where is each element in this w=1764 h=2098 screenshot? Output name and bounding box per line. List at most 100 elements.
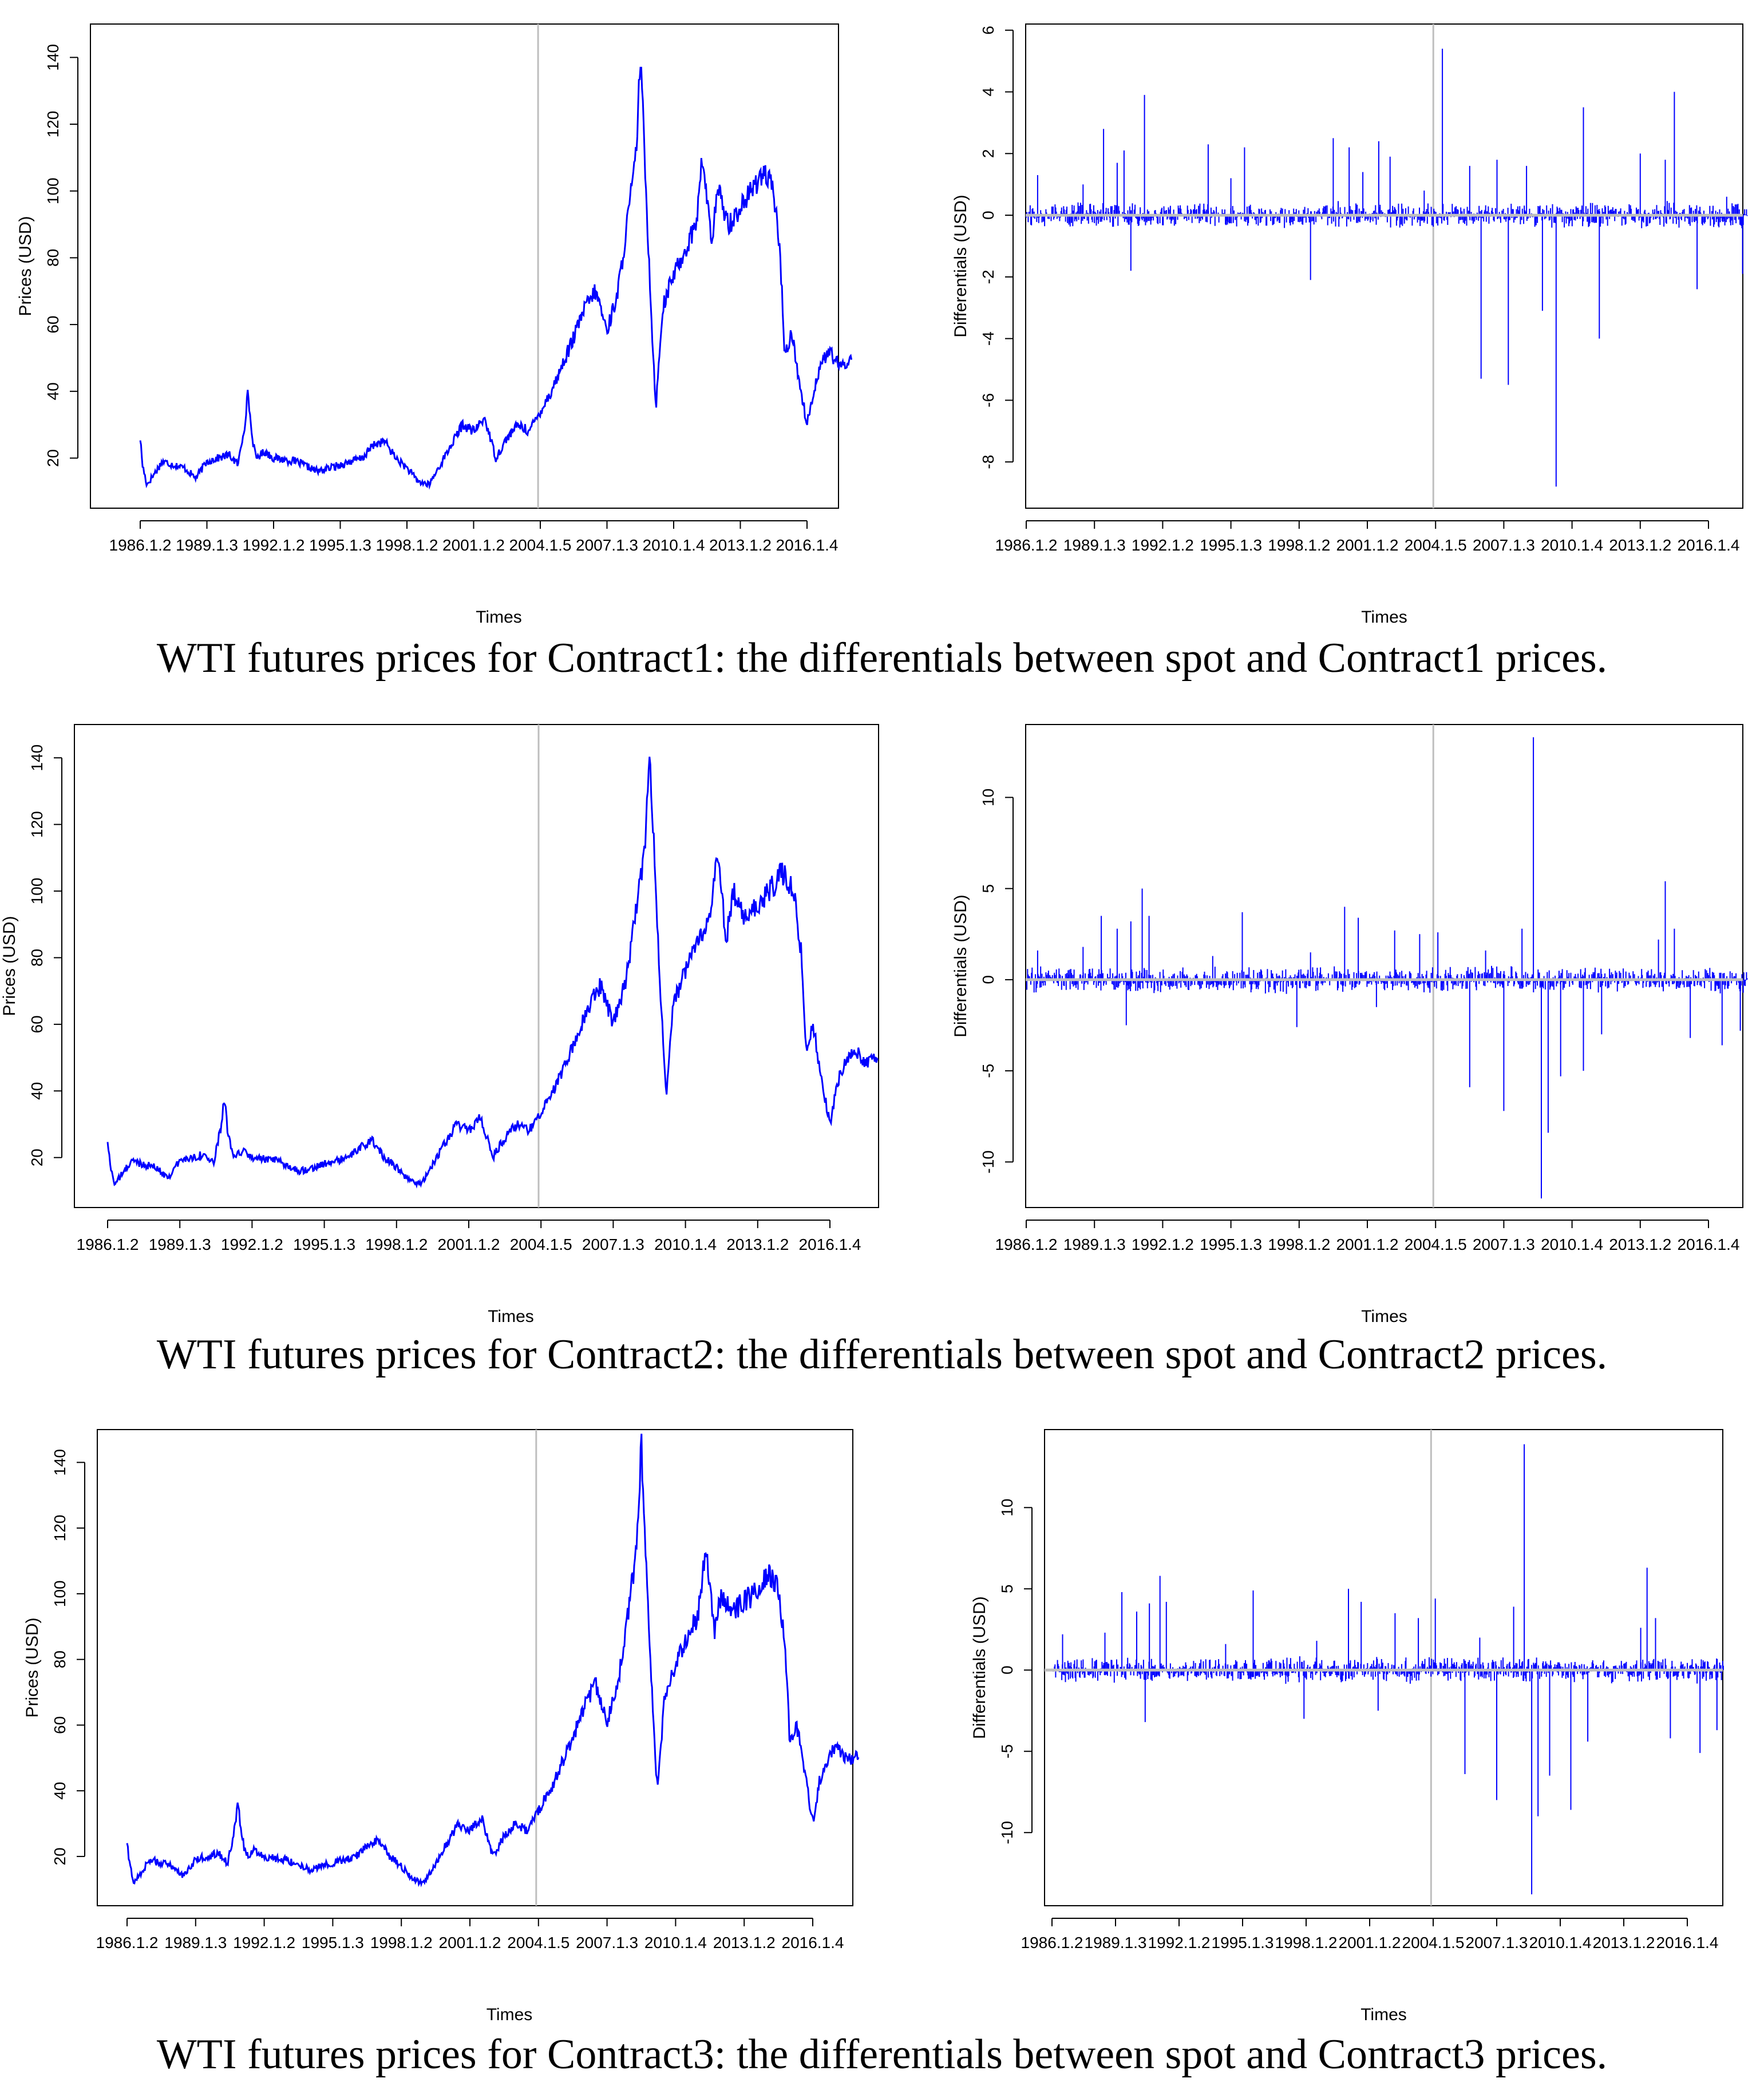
c3-diff-y-tick-label: 10 (998, 1499, 1016, 1517)
c3-diff-panel: -10 -5 0 5 10 Differentials (USD) 1986.1.2 1989… (970, 1429, 1724, 2024)
c2-diff-x-tick-label: 1986.1.2 (995, 1236, 1058, 1253)
c1-diff-plot-frame (1025, 23, 1743, 509)
c2-prices-y-tick-label: 20 (28, 1149, 46, 1166)
c1-prices-x-tick-label: 2016.1.4 (776, 536, 839, 554)
c1-prices-x-tick-label: 1998.1.2 (376, 536, 438, 554)
c2-diff-x-tick-label: 2001.1.2 (1336, 1236, 1399, 1253)
c2-diff-plot-frame (1025, 724, 1743, 1208)
c2-prices-y-tick-label: 120 (28, 811, 46, 838)
c2-diff-x-tick-label: 2016.1.4 (1678, 1236, 1740, 1253)
c1-diff-x-tick-label: 2001.1.2 (1336, 536, 1399, 554)
c3-diff-x-tick-label: 1992.1.2 (1148, 1934, 1211, 1951)
c2-diff-y-axis-label: Differentials (USD) (951, 894, 970, 1038)
c3-prices-x-tick-label: 1986.1.2 (96, 1934, 159, 1951)
c3-prices-panel: 20 40 60 80 100 120 140 Prices (USD) 1986.1.2 198… (23, 1429, 860, 2024)
c3-diff-x-tick-label: 2007.1.3 (1466, 1934, 1528, 1951)
c3-prices-x-tick-label: 1998.1.2 (370, 1934, 433, 1951)
c3-prices-x-tick-label: 1989.1.3 (164, 1934, 227, 1951)
c1-diff-x-tick-label: 2007.1.3 (1473, 536, 1535, 554)
c2-prices-x-tick-label: 1998.1.2 (365, 1236, 428, 1253)
c1-prices-plot-frame (90, 23, 839, 509)
c3-prices-y-tick-label: 20 (51, 1847, 69, 1865)
c1-prices-x-tick-label: 2010.1.4 (643, 536, 705, 554)
c2-prices-y-tick-label: 60 (28, 1015, 46, 1033)
c3-diff-x-tick-label: 1998.1.2 (1275, 1934, 1338, 1951)
c3-diff-x-tick-label: 1989.1.3 (1085, 1934, 1147, 1951)
c2-prices-x-axis-label: Times (488, 1307, 534, 1326)
c1-diff-y-tick-label: -6 (979, 393, 997, 407)
c1-prices-x-tick-label: 2007.1.3 (576, 536, 638, 554)
c2-prices-panel: 20 40 60 80 100 120 140 Prices (USD) 1986.1.2 198… (0, 724, 879, 1326)
c3-prices-y-tick-label: 40 (51, 1782, 69, 1800)
c3-diff-x-tick-label: 2001.1.2 (1339, 1934, 1401, 1951)
c3-diff-y-tick-label: 0 (998, 1665, 1016, 1675)
caption-contract2: WTI futures prices for Contract2: the di… (156, 1331, 1608, 1378)
c2-diff-x-tick-label: 1995.1.3 (1200, 1236, 1262, 1253)
c1-diff-y-tick-label: 2 (979, 149, 997, 159)
c1-prices-y-tick-label: 20 (44, 449, 62, 467)
c1-diff-x-tick-label: 1986.1.2 (995, 536, 1058, 554)
c3-prices-y-tick-label: 100 (51, 1581, 69, 1608)
caption-contract3: WTI futures prices for Contract3: the di… (156, 2031, 1608, 2078)
c1-diff-y-tick-label: -4 (979, 331, 997, 346)
c1-prices-x-tick-label: 1992.1.2 (243, 536, 305, 554)
c2-diff-y-tick-label: 5 (979, 884, 997, 893)
c1-diff-y-tick-label: -8 (979, 455, 997, 469)
c3-prices-x-tick-label: 1995.1.3 (302, 1934, 364, 1951)
c1-prices-y-tick-label: 40 (44, 382, 62, 400)
c1-diff-x-tick-label: 2004.1.5 (1405, 536, 1467, 554)
c2-prices-y-tick-label: 80 (28, 949, 46, 967)
c2-prices-plot-frame (74, 724, 879, 1208)
c1-prices-x-tick-label: 1995.1.3 (309, 536, 371, 554)
c2-prices-x-tick-label: 1992.1.2 (221, 1236, 283, 1253)
c1-prices-x-tick-label: 1989.1.3 (176, 536, 238, 554)
c3-prices-x-tick-label: 2010.1.4 (644, 1934, 707, 1951)
c1-prices-panel: 20 40 60 80 100 120 140 Prices (USD) 1986.1.2 198… (16, 23, 853, 627)
c2-diff-y-tick-label: -5 (979, 1064, 997, 1078)
c1-diff-x-tick-label: 1989.1.3 (1063, 536, 1126, 554)
c1-diff-x-tick-label: 1992.1.2 (1132, 536, 1194, 554)
c3-prices-x-tick-label: 1992.1.2 (233, 1934, 295, 1951)
c3-diff-y-tick-label: -10 (998, 1821, 1016, 1844)
c3-diff-y-axis-label: Differentials (USD) (970, 1596, 989, 1739)
c2-diff-x-tick-label: 2013.1.2 (1609, 1236, 1671, 1253)
c2-prices-x-tick-label: 2007.1.3 (582, 1236, 644, 1253)
c1-prices-y-tick-label: 60 (44, 316, 62, 334)
c1-diff-y-tick-label: 4 (979, 88, 997, 97)
c3-diff-x-tick-label: 2010.1.4 (1529, 1934, 1592, 1951)
c3-prices-series-line (126, 1434, 860, 1887)
c3-diff-x-tick-label: 1986.1.2 (1021, 1934, 1083, 1951)
c3-prices-x-tick-label: 2016.1.4 (782, 1934, 844, 1951)
c3-prices-x-tick-label: 2004.1.5 (507, 1934, 569, 1951)
c2-diff-y-tick-label: 10 (979, 789, 997, 806)
c3-prices-y-tick-label: 140 (51, 1449, 69, 1476)
c1-diff-y-tick-label: 0 (979, 211, 997, 220)
c2-diff-x-tick-label: 2010.1.4 (1541, 1236, 1603, 1253)
c1-prices-x-tick-label: 2004.1.5 (509, 536, 572, 554)
c1-diff-y-axis-label: Differentials (USD) (951, 195, 970, 338)
c2-diff-x-tick-label: 2007.1.3 (1473, 1236, 1535, 1253)
c3-diff-x-tick-label: 1995.1.3 (1212, 1934, 1274, 1951)
c1-prices-y-tick-label: 140 (44, 44, 62, 71)
c2-prices-y-tick-label: 40 (28, 1082, 46, 1100)
c2-prices-y-axis-label: Prices (USD) (0, 916, 19, 1016)
c3-diff-x-tick-label: 2004.1.5 (1402, 1934, 1465, 1951)
c1-prices-x-tick-label: 1986.1.2 (109, 536, 172, 554)
c1-prices-y-axis-label: Prices (USD) (16, 216, 35, 316)
c1-prices-series-line (139, 66, 853, 490)
c2-diff-x-tick-label: 1998.1.2 (1268, 1236, 1330, 1253)
c2-diff-x-tick-label: 1989.1.3 (1063, 1236, 1126, 1253)
c3-prices-x-tick-label: 2007.1.3 (576, 1934, 638, 1951)
c2-prices-x-tick-label: 1989.1.3 (149, 1236, 211, 1253)
c1-prices-y-tick-label: 100 (44, 177, 62, 204)
c3-diff-x-tick-label: 2013.1.2 (1593, 1934, 1655, 1951)
c2-diff-y-tick-label: 0 (979, 975, 997, 984)
c1-prices-x-tick-label: 2013.1.2 (709, 536, 772, 554)
c3-prices-x-tick-label: 2013.1.2 (713, 1934, 776, 1951)
c2-diff-panel: -10 -5 0 5 10 Differentials (USD) 1986.1.2 1989… (951, 724, 1748, 1326)
c2-prices-x-tick-label: 2001.1.2 (438, 1236, 500, 1253)
c3-prices-x-tick-label: 2001.1.2 (439, 1934, 501, 1951)
c2-diff-x-tick-label: 2004.1.5 (1405, 1236, 1467, 1253)
c2-prices-x-tick-label: 1986.1.2 (77, 1236, 139, 1253)
